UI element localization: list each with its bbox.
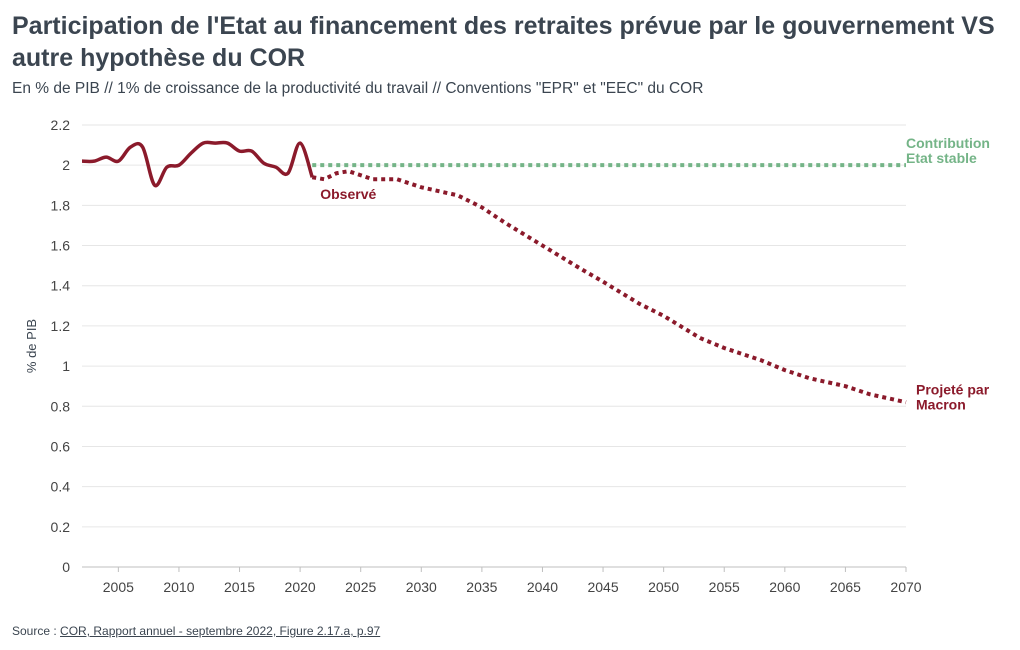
annotation-line: Projeté par [916, 381, 990, 397]
y-tick-label: 2.2 [51, 117, 71, 133]
source-note: Source : COR, Rapport annuel - septembre… [12, 624, 380, 638]
x-tick-label: 2055 [709, 579, 740, 595]
x-axis-ticks: 2005 2010 2015 2020 2025 2030 2035 2040 2045 2050… [103, 567, 922, 595]
x-tick-label: 2065 [830, 579, 861, 595]
x-tick-label: 2020 [285, 579, 316, 595]
x-tick-label: 2045 [587, 579, 618, 595]
series-line-0 [81, 140, 314, 188]
source-link[interactable]: COR, Rapport annuel - septembre 2022, Fi… [60, 624, 381, 638]
annotations-group: Observé Projeté par Macron Contribution Etat… [320, 135, 990, 412]
y-tick-label: 0.6 [51, 438, 71, 454]
x-tick-label: 2060 [769, 579, 800, 595]
y-axis-ticks: 0 0.2 0.4 0.6 0.8 1 1.2 1.4 1.6 1.8 2 2.2 [51, 117, 71, 575]
y-tick-label: 1.4 [51, 278, 71, 294]
annotation-line: Macron [916, 396, 966, 412]
y-tick-label: 2 [62, 157, 70, 173]
annotation-label: Contribution Etat stable [906, 135, 990, 166]
y-tick-label: 1.8 [51, 197, 71, 213]
y-tick-label: 0.4 [51, 479, 71, 495]
y-tick-label: 0.8 [51, 398, 71, 414]
y-tick-label: 1.6 [51, 238, 71, 254]
x-tick-label: 2005 [103, 579, 134, 595]
y-axis-label: % de PIB [24, 319, 39, 373]
annotation-line: Contribution [906, 135, 990, 151]
annotation-label: Projeté par Macron [916, 381, 990, 412]
annotation-line: Observé [320, 186, 376, 202]
y-tick-label: 0.2 [51, 519, 71, 535]
y-tick-label: 1 [62, 358, 70, 374]
x-tick-label: 2070 [890, 579, 921, 595]
annotation-line: Etat stable [906, 150, 977, 166]
y-tick-label: 1.2 [51, 318, 71, 334]
source-prefix: Source : [12, 624, 61, 638]
annotation-label: Observé [320, 186, 376, 202]
chart-title: Participation de l'Etat au financement d… [12, 12, 995, 72]
x-tick-label: 2050 [648, 579, 679, 595]
x-tick-label: 2015 [224, 579, 255, 595]
x-tick-label: 2025 [345, 579, 376, 595]
grid-lines [82, 124, 906, 568]
y-tick-label: 0 [62, 559, 70, 575]
x-tick-label: 2040 [527, 579, 558, 595]
x-tick-label: 2030 [406, 579, 437, 595]
x-tick-label: 2035 [466, 579, 497, 595]
series-line-1 [311, 169, 907, 405]
series-group [81, 140, 907, 405]
chart-subtitle: En % de PIB // 1% de croissance de la pr… [12, 80, 704, 97]
x-tick-label: 2010 [163, 579, 194, 595]
